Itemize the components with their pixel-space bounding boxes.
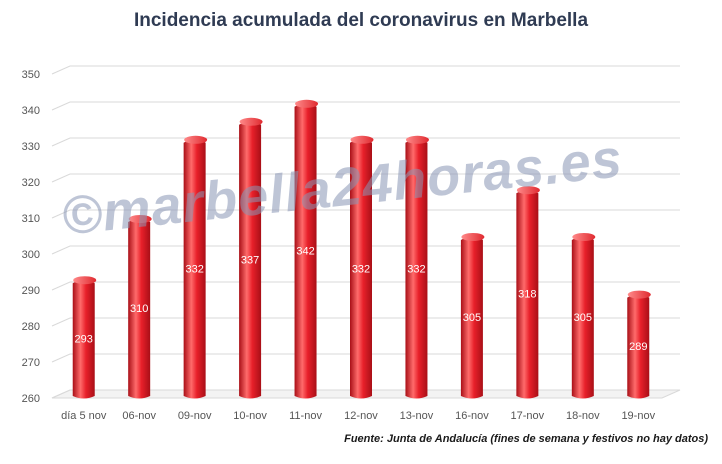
data-label: 305: [463, 312, 481, 324]
bar: [350, 135, 374, 399]
y-tick-label: 280: [22, 321, 40, 333]
bar-cap: [461, 233, 485, 241]
bar: [183, 135, 208, 399]
bar-cap: [516, 186, 540, 195]
data-label: 289: [629, 341, 647, 353]
gridline: [51, 101, 680, 111]
bar: [405, 135, 429, 399]
y-tick-label: 310: [22, 213, 40, 225]
data-label: 337: [241, 254, 259, 266]
gridline: [51, 65, 680, 75]
bar-cap: [405, 135, 429, 144]
x-tick-label: 06-nov: [122, 410, 156, 422]
bar: [627, 290, 651, 399]
y-tick-label: 260: [22, 393, 40, 405]
bar-cap: [184, 135, 208, 144]
data-label: 342: [296, 245, 314, 257]
data-label: 305: [574, 312, 592, 324]
bar: [516, 186, 540, 399]
bar: [72, 276, 97, 399]
bar: [571, 233, 596, 399]
bar: [128, 215, 152, 399]
source-note: Fuente: Junta de Andalucía (fines de sem…: [344, 433, 708, 445]
bar: [460, 233, 485, 399]
bar-cap: [128, 215, 152, 223]
chart-title: Incidencia acumulada del coronavirus en …: [133, 10, 589, 31]
gridline: [51, 209, 680, 219]
y-tick-label: 290: [22, 285, 40, 297]
x-tick-label: 13-nov: [400, 410, 434, 422]
bar-cap: [239, 117, 263, 126]
data-label: 332: [407, 263, 425, 275]
bar-cap: [627, 290, 651, 299]
bar-cap: [350, 135, 374, 144]
bar: [294, 99, 319, 399]
x-tick-label: 10-nov: [233, 410, 267, 422]
y-tick-label: 340: [22, 105, 40, 117]
gridline: [51, 137, 680, 147]
x-tick-label: 17-nov: [511, 410, 545, 422]
x-tick-label: 16-nov: [455, 410, 489, 422]
bar-cap: [572, 233, 596, 241]
bar-cap: [73, 276, 97, 285]
x-tick-label: 11-nov: [289, 410, 322, 422]
x-tick-label: día 5 nov: [61, 410, 107, 422]
data-label: 310: [130, 303, 148, 315]
x-tick-label: 18-nov: [566, 410, 600, 422]
y-tick-label: 300: [22, 249, 40, 261]
y-tick-label: 320: [22, 177, 40, 189]
x-tick-label: 09-nov: [178, 410, 212, 422]
data-label: 332: [185, 263, 203, 275]
x-tick-label: 12-nov: [344, 410, 378, 422]
gridline: [51, 173, 680, 183]
y-tick-label: 270: [22, 357, 40, 369]
bar: [239, 117, 263, 399]
data-label: 332: [352, 263, 370, 275]
data-label: 318: [518, 289, 536, 301]
data-label: 293: [75, 334, 93, 346]
y-tick-label: 350: [22, 69, 40, 81]
y-tick-label: 330: [22, 141, 40, 153]
bar-cap: [295, 99, 319, 108]
x-tick-label: 19-nov: [621, 410, 655, 422]
